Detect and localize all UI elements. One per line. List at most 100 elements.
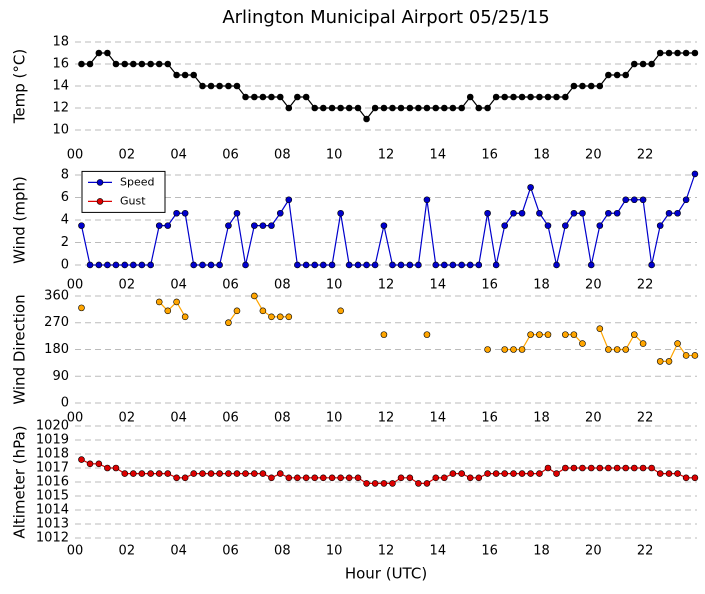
data-point — [622, 346, 630, 353]
data-point — [501, 346, 508, 353]
data-point — [216, 82, 223, 90]
data-point — [181, 313, 189, 321]
data-point — [112, 60, 120, 68]
data-point — [268, 93, 275, 101]
data-point — [466, 93, 474, 101]
x-tick-label: 00 — [67, 411, 84, 426]
data-point — [354, 261, 362, 269]
data-point — [656, 358, 664, 365]
y-tick-label: 12 — [52, 101, 69, 116]
x-tick-label: 06 — [222, 148, 239, 163]
legend-label: Speed — [120, 175, 154, 188]
data-point — [570, 209, 578, 217]
x-tick-label: 04 — [170, 411, 187, 426]
data-point — [337, 209, 344, 217]
data-point — [319, 474, 327, 482]
data-point — [268, 313, 275, 321]
data-point — [311, 261, 319, 269]
data-point — [613, 71, 621, 79]
data-point — [423, 480, 431, 487]
x-tick-label: 14 — [430, 278, 447, 293]
y-tick-label: 1020 — [36, 419, 69, 434]
data-point — [510, 346, 517, 353]
data-point — [458, 261, 465, 269]
data-point — [78, 222, 85, 229]
data-point — [449, 261, 457, 269]
data-point — [319, 104, 327, 112]
data-point — [605, 209, 612, 217]
data-point — [579, 340, 586, 347]
data-point — [302, 261, 310, 269]
data-point — [605, 346, 612, 353]
data-point — [501, 470, 508, 477]
data-point — [527, 331, 534, 338]
data-point — [674, 209, 681, 217]
data-point — [190, 470, 197, 477]
data-point — [207, 261, 215, 269]
data-point — [233, 209, 241, 217]
data-point — [562, 222, 569, 229]
data-point — [285, 474, 293, 482]
data-point — [423, 196, 431, 204]
data-point — [294, 93, 301, 101]
data-point — [311, 104, 319, 112]
data-point — [613, 346, 621, 353]
y-tick-label: 1018 — [36, 447, 69, 462]
data-point — [95, 49, 103, 57]
y-axis-label: Wind Direction — [11, 294, 29, 404]
x-tick-label: 18 — [533, 148, 550, 163]
data-point — [587, 82, 595, 90]
data-point — [665, 470, 673, 477]
x-tick-label: 06 — [222, 278, 239, 293]
y-tick-label: 4 — [61, 213, 69, 228]
data-point — [682, 474, 690, 482]
data-point — [371, 104, 379, 112]
data-point — [587, 464, 595, 472]
y-tick-label: 1017 — [36, 461, 69, 476]
data-point — [328, 261, 336, 269]
data-point — [536, 470, 543, 477]
data-point — [475, 261, 483, 269]
x-tick-label: 20 — [585, 148, 602, 163]
data-point — [622, 71, 630, 79]
y-tick-label: 90 — [52, 369, 69, 384]
data-point — [233, 82, 241, 90]
x-tick-label: 14 — [430, 148, 447, 163]
data-point — [319, 261, 327, 269]
x-tick-label: 02 — [119, 278, 136, 293]
x-axis-label: Hour (UTC) — [345, 565, 427, 583]
data-point — [501, 222, 508, 229]
data-point — [147, 60, 154, 68]
y-tick-label: 1019 — [36, 433, 69, 448]
data-point — [613, 209, 621, 217]
legend-label: Gust — [120, 194, 146, 207]
data-point — [164, 60, 172, 68]
data-point — [536, 209, 543, 217]
data-point — [371, 480, 379, 487]
data-point — [86, 60, 94, 68]
data-point — [233, 307, 241, 315]
data-point — [181, 474, 189, 482]
x-tick-label: 00 — [67, 148, 84, 163]
x-tick-label: 10 — [326, 411, 343, 426]
data-point — [242, 261, 249, 269]
y-tick-label: 16 — [52, 57, 69, 72]
data-point — [190, 261, 197, 269]
y-tick-label: 270 — [44, 315, 69, 330]
data-point — [622, 196, 630, 204]
data-point — [682, 49, 690, 57]
x-tick-label: 22 — [637, 278, 654, 293]
x-tick-label: 08 — [274, 278, 291, 293]
data-point — [596, 82, 604, 90]
x-tick-label: 06 — [222, 411, 239, 426]
data-point — [553, 470, 560, 477]
data-point — [78, 304, 85, 312]
data-point — [389, 104, 396, 112]
data-point — [484, 470, 491, 477]
data-point — [95, 261, 103, 269]
data-point — [562, 93, 569, 101]
data-point — [251, 222, 258, 229]
y-tick-label: 1016 — [36, 475, 69, 490]
data-point — [112, 464, 120, 472]
x-tick-label: 04 — [170, 544, 187, 559]
